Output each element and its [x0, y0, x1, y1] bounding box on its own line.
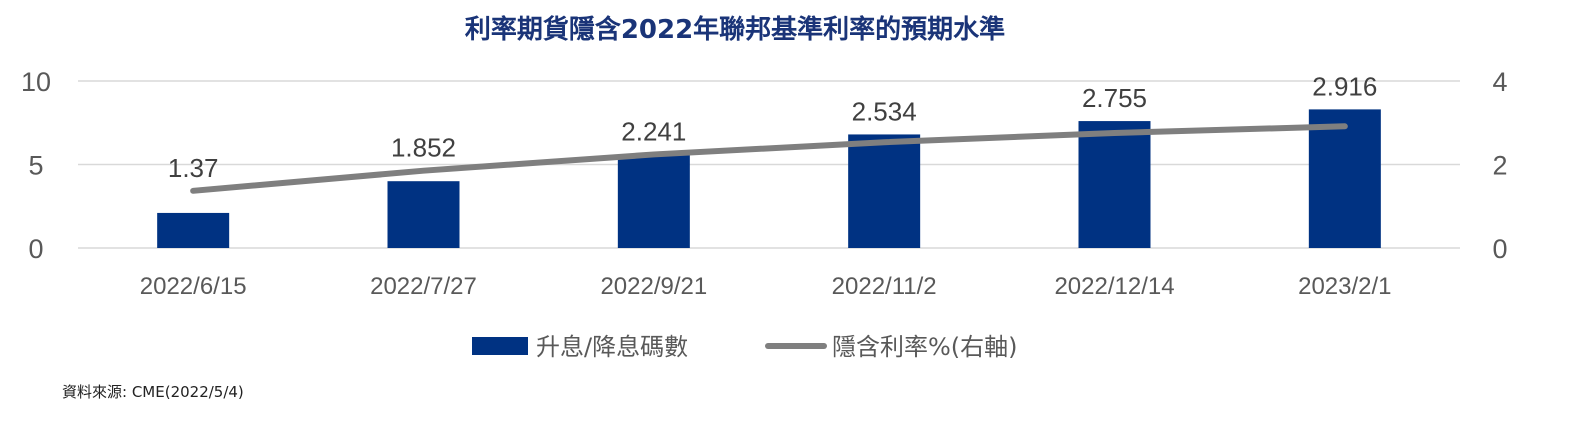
left-tick-label: 5	[28, 151, 43, 181]
legend-bar-label: 升息/降息碼數	[536, 333, 688, 361]
left-axis-ticks: 0 5 10	[21, 67, 51, 264]
legend-bar-swatch	[472, 337, 528, 355]
x-tick-label: 2022/12/14	[1054, 273, 1174, 300]
data-labels: 1.37 1.852 2.241 2.534 2.755 2.916	[168, 71, 1378, 182]
source-note: 資料來源: CME(2022/5/4)	[62, 383, 244, 401]
left-tick-label: 0	[28, 234, 43, 264]
bar	[387, 181, 460, 248]
gridlines	[78, 80, 1460, 249]
bar-series	[157, 109, 1381, 248]
data-label: 1.37	[168, 153, 219, 183]
data-label: 2.241	[621, 116, 686, 146]
x-tick-label: 2022/6/15	[140, 273, 247, 300]
left-tick-label: 10	[21, 67, 51, 97]
data-label: 2.534	[852, 96, 917, 126]
legend: 升息/降息碼數 隱含利率%(右軸)	[472, 333, 1018, 361]
bar	[157, 212, 230, 248]
right-tick-label: 0	[1492, 234, 1507, 264]
x-tick-label: 2022/7/27	[370, 273, 477, 300]
data-label: 2.916	[1312, 71, 1377, 101]
x-tick-label: 2023/2/1	[1298, 273, 1391, 300]
line-path	[190, 123, 1348, 194]
bar	[1078, 121, 1151, 248]
right-tick-label: 4	[1492, 67, 1507, 97]
legend-line-label: 隱含利率%(右軸)	[832, 333, 1018, 361]
line-series	[190, 123, 1348, 194]
x-tick-label: 2022/9/21	[600, 273, 707, 300]
x-tick-label: 2022/11/2	[832, 273, 937, 300]
bar	[617, 154, 690, 248]
right-tick-label: 2	[1492, 151, 1507, 181]
data-label: 2.755	[1082, 83, 1147, 113]
right-axis-ticks: 0 2 4	[1492, 67, 1507, 264]
x-axis-ticks: 2022/6/15 2022/7/27 2022/9/21 2022/11/2 2022…	[140, 273, 1392, 300]
bar	[848, 134, 921, 248]
bar	[1308, 109, 1381, 248]
data-label: 1.852	[391, 133, 456, 163]
chart-title: 利率期貨隱含2022年聯邦基準利率的預期水準	[465, 14, 1005, 45]
